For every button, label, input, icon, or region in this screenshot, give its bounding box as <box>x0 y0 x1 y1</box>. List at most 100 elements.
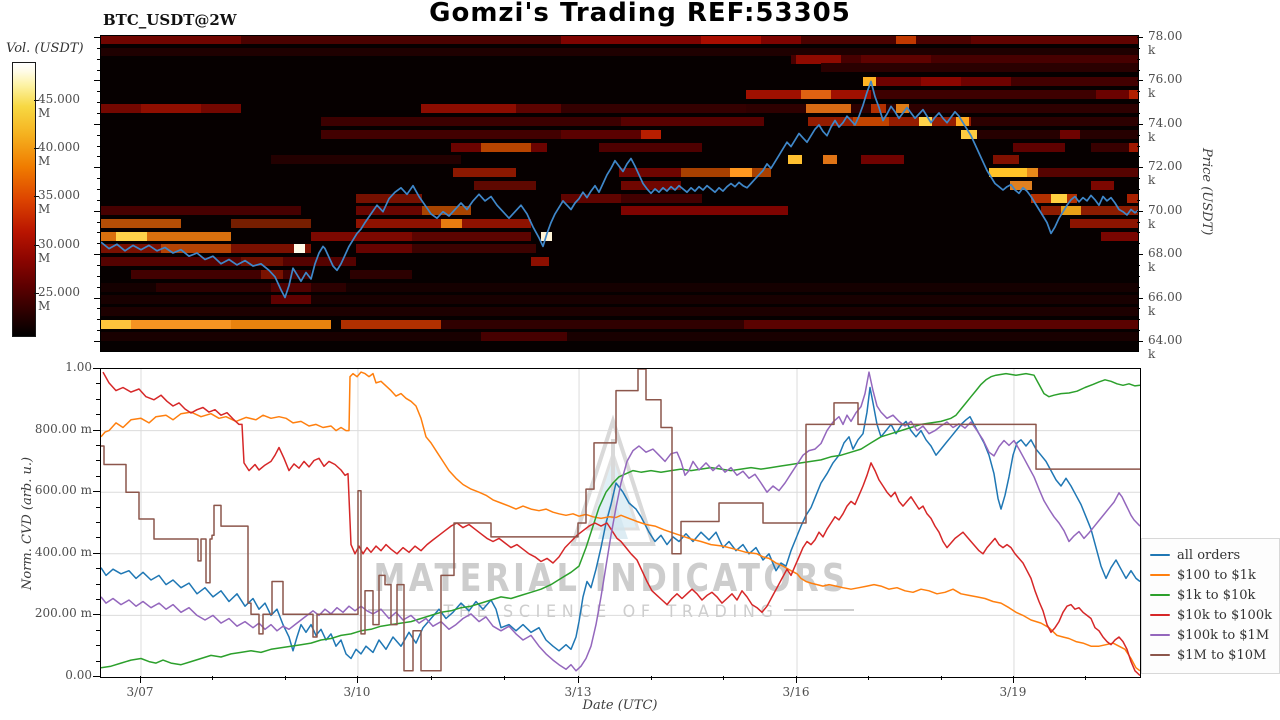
price-tick <box>1137 319 1140 321</box>
watermark-subtext: THE SCIENCE OF TRADING <box>443 602 779 622</box>
heatmap-band <box>101 36 241 44</box>
price-tick <box>1137 264 1140 266</box>
price-tick <box>94 297 100 299</box>
cvd-tick <box>96 568 100 570</box>
heatmap-band <box>101 206 301 215</box>
price-tick-label: 70.00 k <box>1148 202 1183 231</box>
price-tick <box>94 123 100 125</box>
heatmap-band <box>412 232 531 241</box>
heatmap-band <box>350 270 412 279</box>
heatmap-band <box>1027 168 1038 177</box>
legend-item: $100k to $1M <box>1150 625 1279 645</box>
date-tick <box>356 676 358 683</box>
heatmap-band <box>101 232 231 241</box>
price-tick-label: 64.00 k <box>1148 332 1183 361</box>
date-tick <box>796 676 798 683</box>
heatmap-band <box>131 320 231 329</box>
heatmap-band <box>101 295 1138 304</box>
heatmap-band <box>871 90 1138 99</box>
price-tick <box>1137 275 1140 277</box>
heatmap-band <box>788 155 802 164</box>
cvd-tick-label: 0.00 <box>65 668 92 682</box>
series-line--1m-to-10m <box>101 368 1140 672</box>
legend-item: $1M to $10M <box>1150 645 1279 665</box>
price-tick-label: 72.00 k <box>1148 159 1183 188</box>
heatmap-band <box>271 295 311 304</box>
heatmap-band <box>989 168 1027 177</box>
heatmap-band <box>441 219 462 228</box>
price-tick-label: 74.00 k <box>1148 115 1183 144</box>
heatmap-band <box>621 181 681 190</box>
heatmap-band <box>746 104 1138 113</box>
price-tick <box>1137 112 1140 114</box>
price-tick-label: 78.00 k <box>1148 28 1183 57</box>
page-title: Gomzi's Trading REF:53305 <box>429 0 851 28</box>
legend-item: all orders <box>1150 545 1279 565</box>
legend-line-swatch <box>1150 633 1170 637</box>
legend-label: $100 to $1k <box>1177 567 1256 583</box>
price-tick <box>97 47 100 49</box>
heatmap-band <box>561 194 641 203</box>
heatmap-band <box>1013 143 1065 152</box>
heatmap-band <box>861 55 931 64</box>
price-tick <box>94 254 100 256</box>
date-minor-tick <box>650 676 652 680</box>
cvd-tick <box>96 460 100 462</box>
heatmap-band <box>341 320 441 329</box>
legend-label: $10k to $100k <box>1177 607 1272 623</box>
cvd-tick <box>93 614 100 616</box>
heatmap-band <box>621 206 788 215</box>
price-tick <box>97 145 100 147</box>
heatmap-band <box>641 130 661 139</box>
cvd-tick-label: 200.00 m <box>34 606 92 621</box>
heatmap-band <box>356 244 422 253</box>
heatmap-band <box>422 206 471 215</box>
heatmap-band <box>599 143 702 152</box>
heatmap-band <box>1070 219 1138 228</box>
price-tick <box>97 69 100 71</box>
date-tick-label: 3/13 <box>564 685 592 699</box>
heatmap-band <box>823 155 837 164</box>
heatmap-band <box>101 332 1138 341</box>
date-minor-tick <box>284 676 286 680</box>
price-tick <box>1137 58 1140 60</box>
heatmap-band <box>1096 90 1138 99</box>
legend-item: $100 to $1k <box>1150 565 1279 585</box>
colorbar-tick-label: 35.000 M <box>38 188 80 217</box>
price-tick <box>1137 69 1140 71</box>
cvd-tick <box>96 537 100 539</box>
price-tick <box>97 91 100 93</box>
heatmap-band <box>101 320 131 329</box>
cvd-axis-label: Norm. CVD (arb. u.) <box>20 456 35 590</box>
cvd-tick <box>96 414 100 416</box>
price-tick <box>1137 145 1140 147</box>
cvd-tick <box>96 522 100 523</box>
price-tick <box>97 221 100 223</box>
date-minor-tick <box>430 676 432 680</box>
heatmap-band <box>1129 143 1138 152</box>
heatmap-band <box>1038 168 1138 177</box>
heatmap-band <box>701 36 761 44</box>
cvd-tick <box>96 660 100 662</box>
cvd-tick <box>93 676 100 677</box>
price-tick <box>1137 178 1140 180</box>
price-tick <box>1137 36 1143 38</box>
cvd-tick <box>96 506 100 508</box>
price-tick <box>94 340 100 342</box>
price-tick <box>1137 340 1143 342</box>
heatmap-band <box>561 130 661 139</box>
heatmap-band <box>453 168 516 177</box>
price-tick <box>1137 188 1140 190</box>
heatmap-band <box>896 36 916 44</box>
price-tick <box>1137 330 1140 332</box>
cvd-tick-label: 400.00 m <box>34 544 92 559</box>
price-tick <box>94 167 100 169</box>
heatmap-band <box>861 155 904 164</box>
series-line--1k-to-10k <box>100 372 1141 669</box>
price-tick <box>1137 123 1143 125</box>
cvd-tick <box>96 583 100 585</box>
heatmap-band <box>977 130 1138 139</box>
legend-line-swatch <box>1150 613 1170 617</box>
